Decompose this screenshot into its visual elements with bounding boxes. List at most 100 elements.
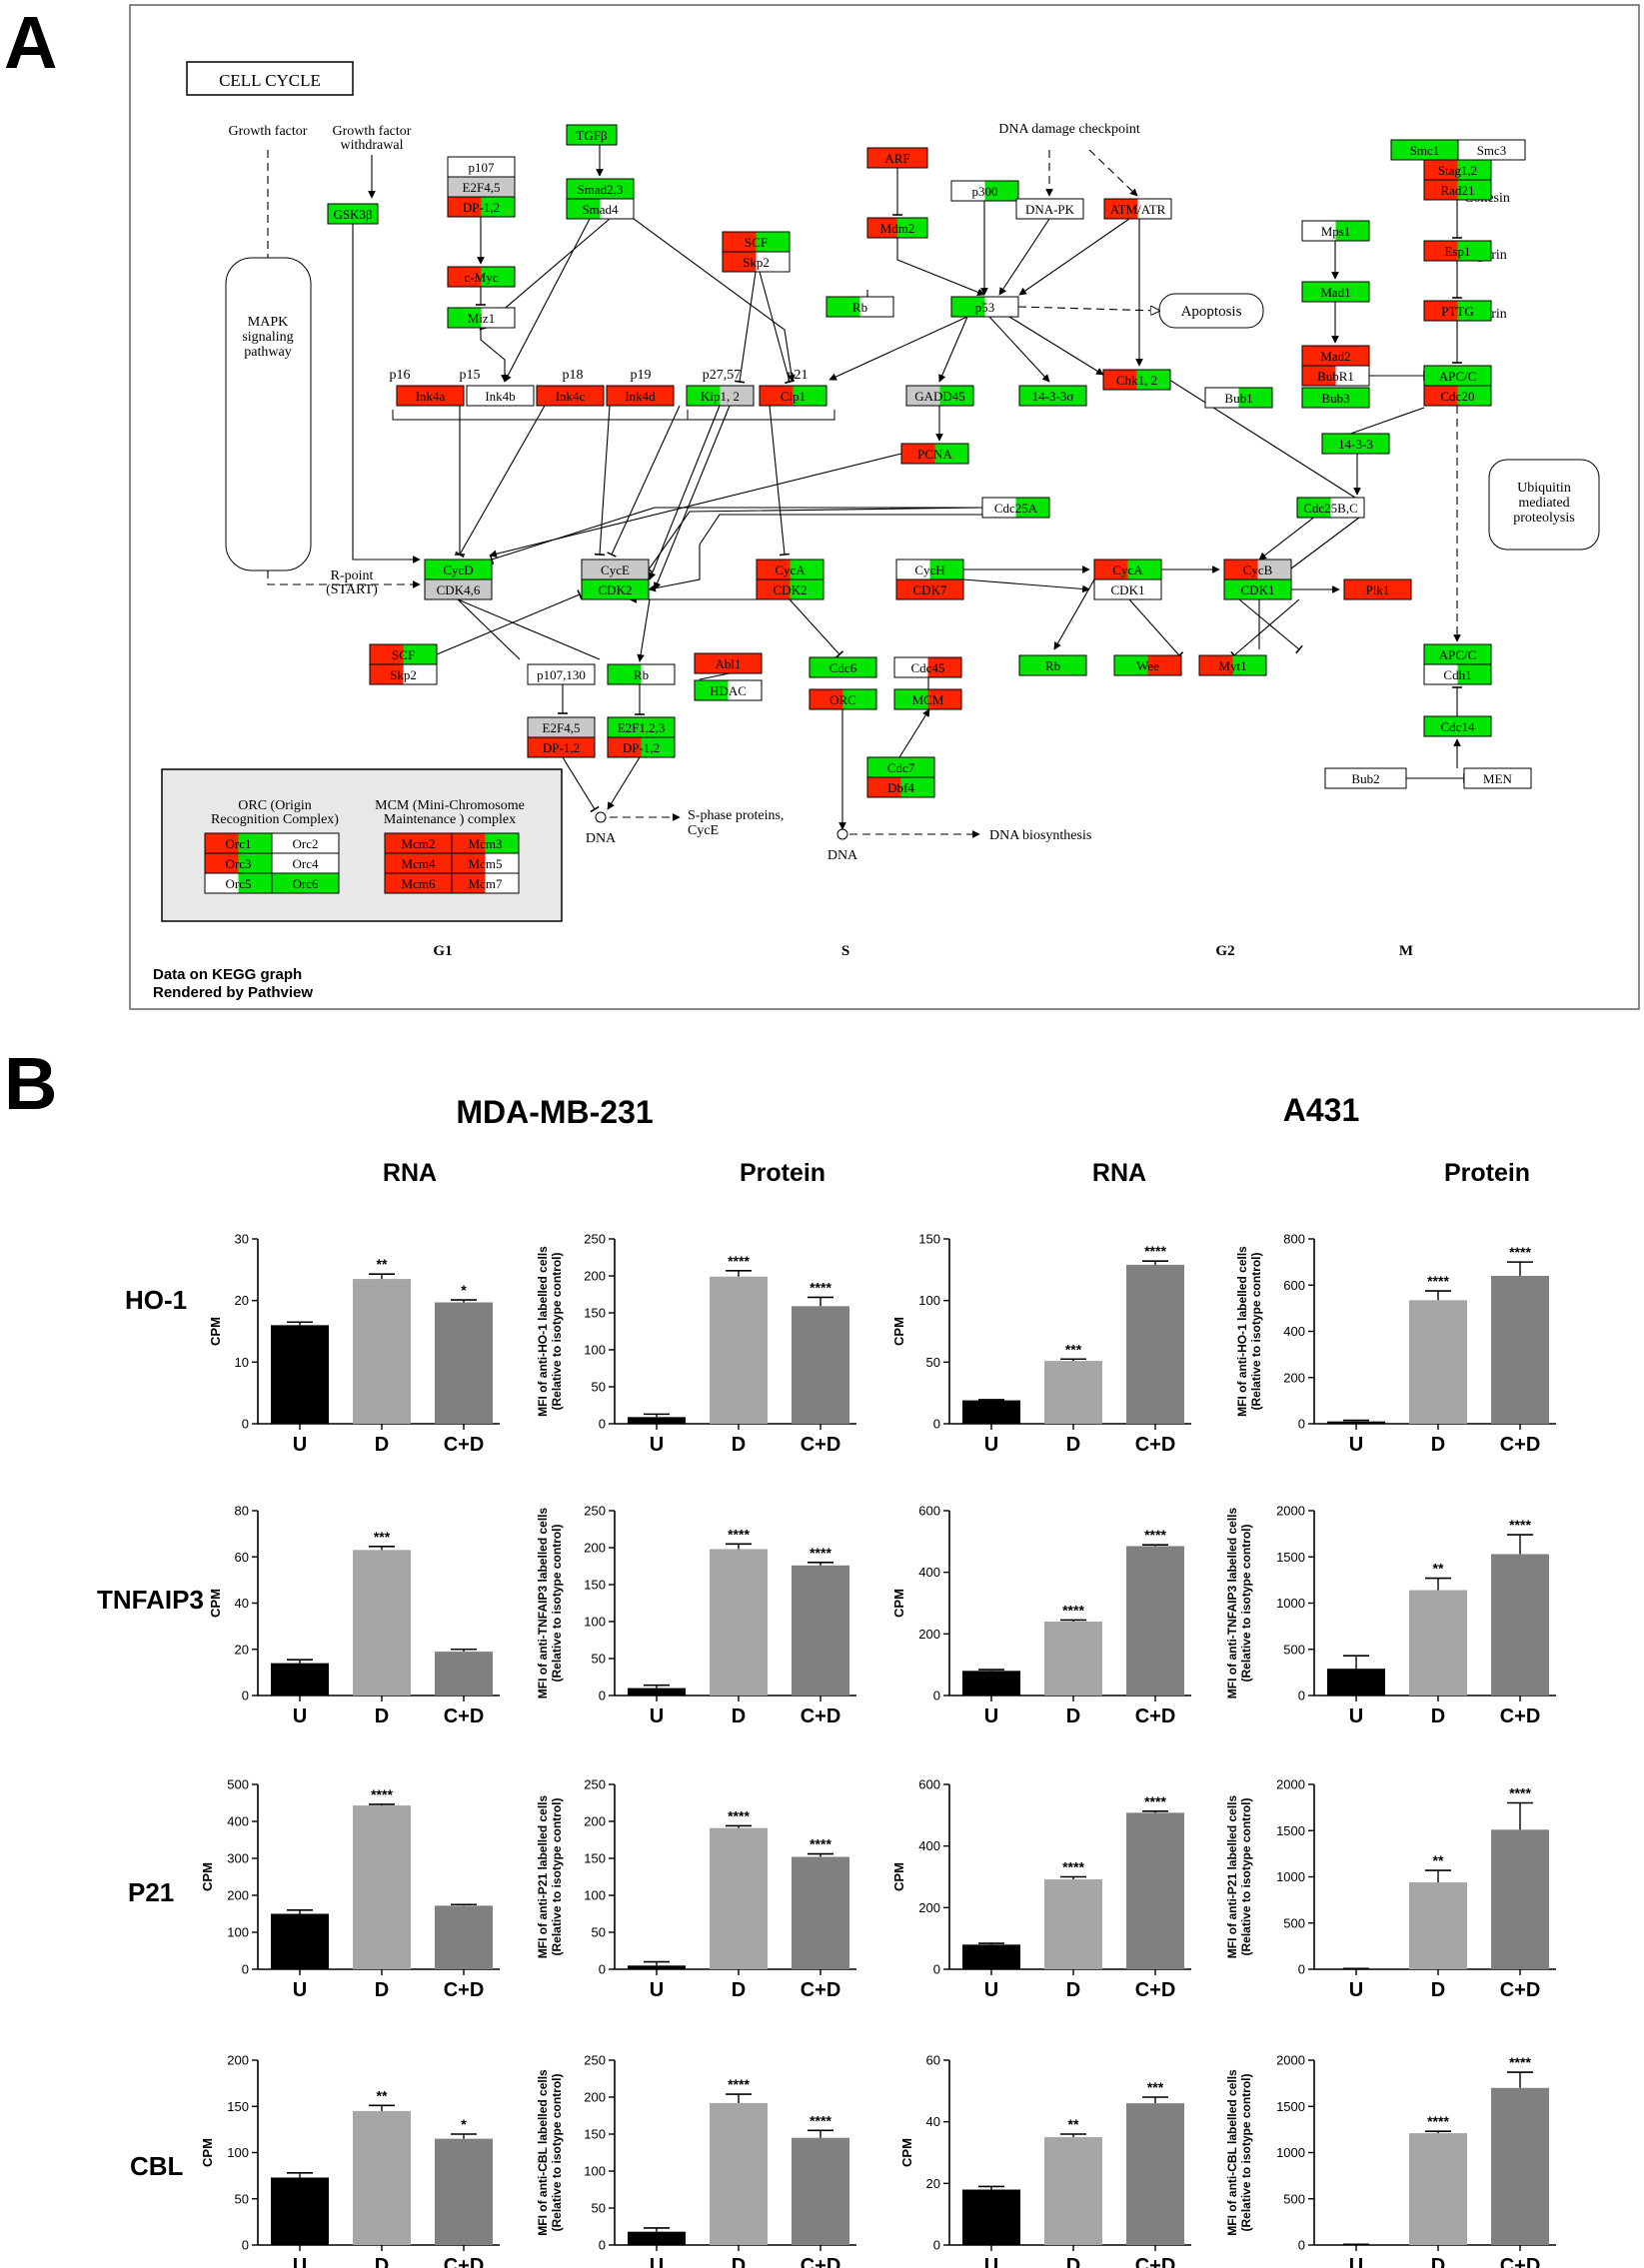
x-tick-label: U bbox=[293, 1434, 307, 1456]
gene-node-label: 14-3-3 bbox=[1338, 437, 1373, 452]
x-tick-label: D bbox=[1431, 1705, 1445, 1727]
gene-node-label: CycA bbox=[775, 563, 806, 577]
x-tick-label: C+D bbox=[444, 1979, 485, 2001]
y-tick-label: 1500 bbox=[1276, 1823, 1305, 1838]
gene-node-14-3-3: 14-3-3 bbox=[1321, 433, 1390, 455]
gene-node-ink4b: Ink4b bbox=[466, 385, 535, 407]
gene-node-label: Smc1 bbox=[1410, 143, 1440, 158]
y-tick-label: 100 bbox=[584, 1888, 606, 1903]
y-tick-label: 1000 bbox=[1276, 2145, 1305, 2160]
bar-d bbox=[1409, 1300, 1467, 1424]
bar-c-d bbox=[435, 2138, 493, 2245]
y-tick-label: 50 bbox=[592, 1380, 606, 1395]
y-tick-label: 0 bbox=[599, 2238, 606, 2253]
y-tick-label: 10 bbox=[235, 1355, 249, 1370]
y-tick-label: 0 bbox=[1298, 2238, 1305, 2253]
gene-label-ho1: HO-1 bbox=[125, 1285, 187, 1315]
y-axis-label-sub: (Relative to isotype control) bbox=[550, 2073, 564, 2231]
figure-b-panel: B MDA-MB-231 A431 RNA Protein RNA Protei… bbox=[4, 1042, 1556, 2268]
gene-node-smc1: Smc1 bbox=[1390, 139, 1459, 161]
gene-node-label: ARF bbox=[884, 151, 909, 166]
y-tick-label: 150 bbox=[584, 1578, 606, 1593]
gene-node-label: Miz1 bbox=[468, 311, 495, 326]
chart-tnfaip3-mda-mb-231-protein: 0 50 100 150 200 250 MFI of anti-TNFAIP3 label… bbox=[536, 1504, 856, 1727]
x-tick-label: C+D bbox=[1500, 2255, 1541, 2268]
bar-u bbox=[271, 1663, 329, 1696]
x-tick-label: C+D bbox=[1500, 1705, 1541, 1727]
gene-node-label: BubR1 bbox=[1317, 369, 1354, 384]
significance-marker: **** bbox=[1509, 2054, 1531, 2070]
x-tick-label: C+D bbox=[1135, 1434, 1176, 1456]
bar-d bbox=[1044, 1622, 1102, 1696]
gene-node-label: Mad1 bbox=[1320, 285, 1350, 300]
p15-label: p15 bbox=[460, 368, 481, 383]
gene-node-label: MCM bbox=[912, 692, 944, 707]
bar-c-d bbox=[1126, 2103, 1184, 2245]
gene-label-tnfaip3: TNFAIP3 bbox=[97, 1585, 204, 1615]
gene-node-label: Cip1 bbox=[781, 389, 806, 404]
y-axis-label-sub: (Relative to isotype control) bbox=[550, 1252, 564, 1410]
gene-node-label: DP-1,2 bbox=[463, 200, 500, 215]
y-tick-label: 250 bbox=[584, 1777, 606, 1792]
gene-node-label: Plk1 bbox=[1366, 582, 1390, 597]
gene-node-label: ATM/ATR bbox=[1110, 202, 1166, 217]
y-tick-label: 80 bbox=[235, 1504, 249, 1519]
gene-node-label: APC/C bbox=[1439, 647, 1477, 662]
gene-node-cdc7: Cdc7 bbox=[866, 756, 935, 778]
gene-node-p53: p53 bbox=[950, 296, 1019, 318]
y-tick-label: 0 bbox=[933, 1962, 940, 1977]
gene-node-cdc45: Cdc45 bbox=[893, 656, 962, 678]
significance-marker: **** bbox=[728, 1807, 750, 1823]
gene-node-tgf: TGFβ bbox=[566, 124, 618, 146]
x-tick-label: D bbox=[1431, 1434, 1445, 1456]
significance-marker: **** bbox=[810, 1836, 831, 1852]
p16-label: p16 bbox=[390, 368, 411, 383]
x-tick-label: D bbox=[375, 2255, 389, 2268]
y-tick-label: 0 bbox=[242, 1417, 249, 1432]
gene-node-skp2: Skp2 bbox=[722, 251, 791, 273]
panel-a-label: A bbox=[4, 1, 57, 84]
gene-node-label: Abl1 bbox=[716, 656, 742, 671]
gene-node-label: p53 bbox=[975, 300, 995, 315]
column-header-protein-2: Protein bbox=[1444, 1159, 1530, 1187]
column-header-rna-2: RNA bbox=[1092, 1159, 1146, 1187]
gene-node-p107-130: p107,130 bbox=[527, 663, 596, 685]
gene-node-orc4: Orc4 bbox=[271, 852, 340, 874]
gene-node-label: Mdm2 bbox=[880, 221, 915, 236]
y-axis-label-sub: (Relative to isotype control) bbox=[1249, 1252, 1263, 1410]
y-tick-label: 0 bbox=[599, 1689, 606, 1703]
r-point-label: R-point bbox=[331, 568, 374, 583]
bar-d bbox=[1044, 1878, 1102, 1969]
dna-label-2: DNA bbox=[827, 848, 858, 863]
gene-node-label: CycA bbox=[1112, 563, 1143, 577]
gene-node-mcm2: Mcm2 bbox=[384, 832, 453, 854]
mapk-label-1: MAPK bbox=[248, 315, 288, 330]
y-tick-label: 0 bbox=[933, 1689, 940, 1703]
gene-node-label: Skp2 bbox=[743, 255, 770, 270]
gene-node-label: Mcm2 bbox=[402, 836, 436, 851]
y-tick-label: 20 bbox=[235, 1293, 249, 1308]
y-axis-label: MFI of anti-HO-1 labelled cells bbox=[1235, 1246, 1249, 1417]
y-tick-label: 150 bbox=[584, 2127, 606, 2142]
x-tick-label: C+D bbox=[801, 1434, 841, 1456]
gene-node-label: MEN bbox=[1483, 771, 1513, 786]
cell-line-a431: A431 bbox=[1283, 1092, 1360, 1128]
x-tick-label: U bbox=[1349, 1705, 1363, 1727]
significance-marker: **** bbox=[1062, 1859, 1084, 1875]
dna-label-1: DNA bbox=[586, 831, 617, 846]
ubiquitin-label-1: Ubiquitin bbox=[1517, 481, 1571, 496]
gene-node-label: Rb bbox=[852, 300, 867, 315]
gene-node-label: Myt1 bbox=[1218, 658, 1246, 673]
y-axis-label: MFI of anti-TNFAIP3 labelled cells bbox=[536, 1507, 550, 1699]
bar-c-d bbox=[1491, 1829, 1549, 1969]
y-tick-label: 200 bbox=[227, 1888, 249, 1903]
gene-node-label: 14-3-3σ bbox=[1032, 389, 1074, 404]
withdrawal-label-2: withdrawal bbox=[341, 138, 404, 153]
significance-marker: **** bbox=[1427, 2113, 1449, 2129]
y-tick-label: 1500 bbox=[1276, 1550, 1305, 1565]
significance-marker: ** bbox=[377, 2087, 388, 2103]
gene-node-label: Orc2 bbox=[293, 836, 319, 851]
y-tick-label: 30 bbox=[235, 1232, 249, 1247]
x-tick-label: U bbox=[984, 1979, 998, 2001]
y-tick-label: 500 bbox=[1283, 1915, 1305, 1930]
